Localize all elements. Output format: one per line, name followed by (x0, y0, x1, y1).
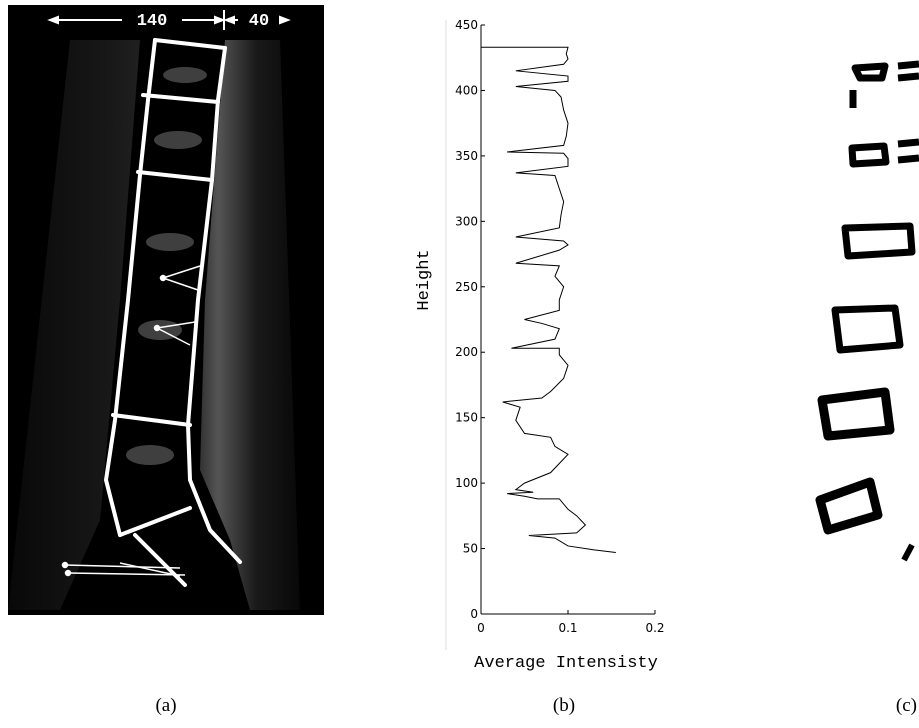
y-tick-label: 50 (463, 542, 478, 556)
page: 140 40 Average Intensisty Height 0 50 100 1… (0, 0, 919, 728)
x-axis-label: Average Intensisty (474, 654, 658, 673)
caption: (c) (896, 695, 917, 716)
y-axis-label: Height (415, 249, 434, 310)
y-tick-label: 150 (455, 411, 478, 425)
x-tick-label: 0.1 (558, 621, 577, 635)
y-tick-label: 100 (455, 476, 478, 490)
caption: (b) (553, 695, 575, 716)
y-tick-label: 200 (455, 345, 478, 359)
dimension-label: 140 (137, 12, 168, 31)
figure: 140 40 Average Intensisty Height 0 50 100 1… (0, 0, 919, 728)
intensity-line (481, 47, 616, 552)
x-tick-label: 0.2 (645, 621, 664, 635)
y-tick-label: 400 (455, 83, 478, 97)
caption: (a) (155, 695, 176, 716)
y-tick-label: 450 (455, 18, 478, 32)
mri-panel: 140 40 (8, 5, 324, 615)
segmentation-blobs (820, 64, 919, 560)
y-tick-label: 350 (455, 149, 478, 163)
y-tick-label: 300 (455, 214, 478, 228)
x-tick-label: 0 (477, 621, 485, 635)
y-tick-label: 250 (455, 280, 478, 294)
plot: Average Intensisty Height 0 50 100 150 200 25… (415, 18, 665, 673)
y-tick-label: 0 (470, 607, 478, 621)
dimension-label: 40 (249, 12, 269, 31)
